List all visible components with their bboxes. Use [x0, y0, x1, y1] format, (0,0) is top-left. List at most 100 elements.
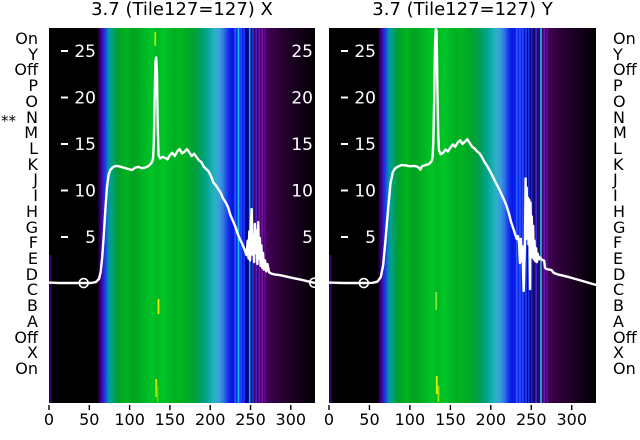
xtick-label: 50 [359, 410, 379, 429]
heatmap-image [329, 28, 596, 403]
heatmap-image [49, 28, 315, 403]
row-label-h-11: H [613, 201, 626, 221]
ytick-label-left: 25 [354, 42, 376, 62]
heatmap-stripe [240, 28, 243, 403]
row-label-m-6: M [613, 123, 627, 143]
row-label-p-3: P [613, 76, 623, 96]
heatmap-stripe [521, 28, 524, 403]
row-label-x-20: X [613, 343, 624, 363]
ytick-label-left: 5 [85, 228, 96, 248]
row-label-off-2: Off [14, 60, 38, 80]
xtick-dash [88, 405, 91, 410]
heatmap-stripe [255, 28, 257, 403]
ytick-label-left: 10 [354, 182, 376, 202]
row-label-c-16: C [26, 280, 38, 300]
ytick-dash [341, 236, 348, 238]
right-panel-title: 3.7 (Tile127=127) Y [372, 0, 553, 20]
row-label-x-20: X [27, 343, 38, 363]
ytick-dash [61, 143, 68, 145]
xtick-label: 150 [155, 410, 186, 429]
xtick-label: 0 [324, 410, 334, 429]
xtick-dash [169, 405, 171, 410]
left-panel-title: 3.7 (Tile127=127) X [91, 0, 273, 20]
xtick-label: 300 [556, 410, 587, 429]
row-label-j-9: J [613, 170, 618, 190]
ytick-label-left: 15 [354, 135, 376, 155]
heatmap-stripe [243, 28, 245, 403]
heatmap-stripe [540, 28, 542, 403]
hot-streak [154, 32, 157, 46]
row-label-y-1: Y [28, 44, 38, 64]
heatmap-panel-x: 25 20 15 10 5 25 20 15 10 5 0 50 100 150 200 250 300 [44, 28, 315, 440]
xtick-dash [571, 405, 573, 410]
row-label-n-5: N [26, 107, 38, 127]
row-label-f-13: F [28, 233, 38, 253]
heatmap-stripe [264, 28, 266, 403]
ytick-label-left: 15 [74, 135, 96, 155]
xtick-label: 150 [435, 410, 466, 429]
heatmap-stripe [519, 28, 521, 403]
ytick-label-left: 20 [354, 89, 376, 109]
xtick-dash [530, 405, 532, 410]
heatmap-stripe [237, 28, 240, 403]
ytick-dash [61, 189, 68, 192]
row-label-i-10: I [33, 186, 38, 206]
edge-stripe [49, 255, 53, 403]
row-label-b-17: B [27, 296, 38, 316]
row-label-y-1: Y [613, 44, 623, 64]
profile-line [329, 28, 596, 293]
row-label-c-16: C [613, 280, 625, 300]
xtick-label: 300 [276, 410, 307, 429]
ytick-label-right: 5 [302, 228, 313, 248]
row-label-m-6: M [24, 123, 38, 143]
row-label-on-21: On [613, 358, 636, 378]
hot-streak [157, 299, 160, 314]
flag-marker-asterisks: ** [1, 112, 16, 130]
hot-streak [156, 386, 159, 402]
ytick-label-right: 25 [291, 42, 313, 62]
hot-streak [435, 376, 438, 394]
heatmap-panel-y: 25 20 15 10 5 0 50 100 150 200 250 300 [324, 28, 596, 440]
ytick-label-right: 10 [291, 182, 313, 202]
xtick-dash [368, 405, 371, 410]
heatmap-stripe [543, 28, 546, 403]
row-label-e-14: E [613, 248, 624, 268]
row-label-on-0: On [15, 29, 38, 48]
row-label-k-8: K [613, 154, 624, 174]
xtick-label: 50 [79, 410, 99, 429]
row-label-on-0: On [613, 29, 636, 48]
xtick-dash [209, 405, 211, 410]
heatmap-stripe [258, 28, 261, 403]
row-label-e-14: E [27, 248, 38, 268]
left-row-labels: On Y Off P O N M L K J I H G F E D C B A Off X On [0, 0, 38, 440]
ytick-label-right: 15 [291, 135, 313, 155]
heatmap-stripe [546, 28, 548, 403]
ytick-dash [341, 96, 348, 99]
ytick-dash [341, 143, 348, 145]
ytick-label-left: 10 [74, 182, 96, 202]
profile-line [49, 56, 315, 285]
edge-stripe [329, 255, 333, 403]
xtick-label: 250 [235, 410, 266, 429]
row-label-h-11: H [25, 201, 38, 221]
row-label-off-19: Off [613, 327, 637, 347]
heatmap-overlays [329, 28, 596, 403]
ytick-label-left: 20 [74, 89, 96, 109]
xtick-dash [48, 405, 50, 410]
row-label-g-12: G [25, 217, 38, 237]
xtick-label: 0 [44, 410, 54, 429]
profile-marker [308, 277, 315, 289]
row-label-off-19: Off [14, 327, 38, 347]
xtick-label: 200 [195, 410, 226, 429]
hot-streak [435, 292, 438, 310]
heatmap-overlays [49, 28, 315, 403]
row-label-a-18: A [613, 311, 624, 331]
xtick-dash [290, 405, 292, 410]
row-label-l-7: L [613, 138, 622, 158]
xtick-label: 200 [476, 410, 507, 429]
ytick-dash [61, 50, 68, 52]
xtick-label: 100 [395, 410, 426, 429]
